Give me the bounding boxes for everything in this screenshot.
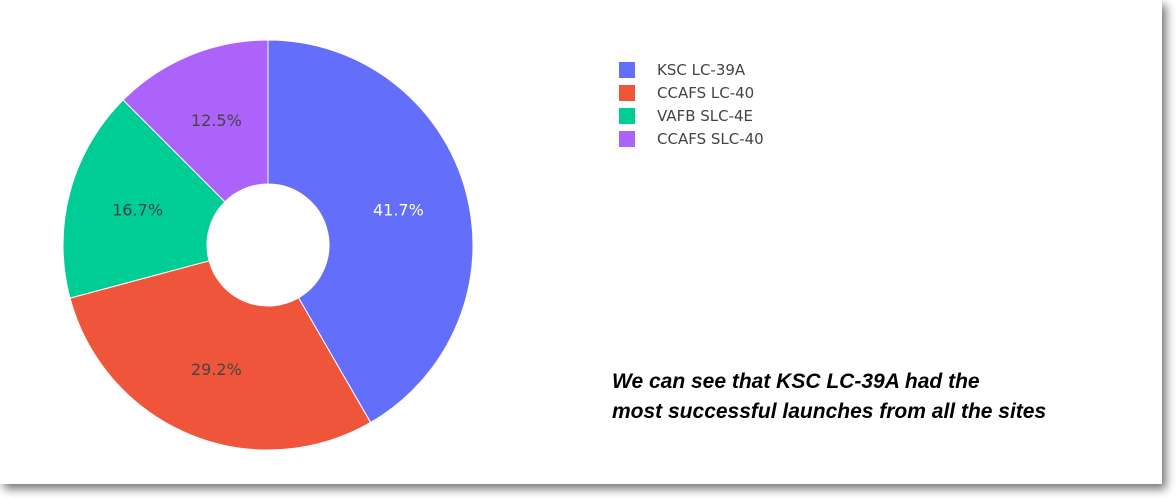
legend-swatch [619,130,635,147]
legend-label: CCAFS LC-40 [657,83,755,102]
pie-slice-ksc-lc-39a[interactable] [267,39,474,424]
legend-swatch [619,107,635,124]
legend-label: KSC LC-39A [657,60,746,79]
pie-slice-vafb-slc-4e[interactable] [62,99,226,299]
slice-percent-label: 16.7% [112,201,163,220]
legend-item-vafb-slc-4e[interactable]: VAFB SLC-4E [619,104,764,127]
legend-label: VAFB SLC-4E [657,106,754,125]
legend: KSC LC-39A CCAFS LC-40 VAFB SLC-4E CCAFS… [619,58,764,150]
legend-item-ccafs-slc-40[interactable]: CCAFS SLC-40 [619,127,764,150]
annotation-line-2: most successful launches from all the si… [612,400,1047,423]
pie-slice-ccafs-lc-40[interactable] [69,260,372,451]
donut-chart: 41.7% 29.2% 16.7% 12.5% [62,39,474,451]
annotation-line-1: We can see that KSC LC-39A had the [612,370,980,393]
legend-item-ccafs-lc-40[interactable]: CCAFS LC-40 [619,81,764,104]
slice-percent-label: 29.2% [191,360,242,379]
pie-slice-ccafs-slc-40[interactable] [122,39,269,203]
legend-label: CCAFS SLC-40 [657,129,764,148]
legend-swatch [619,61,635,78]
chart-card: 41.7% 29.2% 16.7% 12.5% KSC LC-39A CCAFS LC… [62,39,1047,451]
annotation: We can see that KSC LC-39A had the most … [612,367,1046,427]
legend-item-ksc-lc-39a[interactable]: KSC LC-39A [619,58,764,81]
legend-swatch [619,84,635,101]
slice-percent-label: 41.7% [373,201,424,220]
slice-percent-label: 12.5% [191,111,242,130]
